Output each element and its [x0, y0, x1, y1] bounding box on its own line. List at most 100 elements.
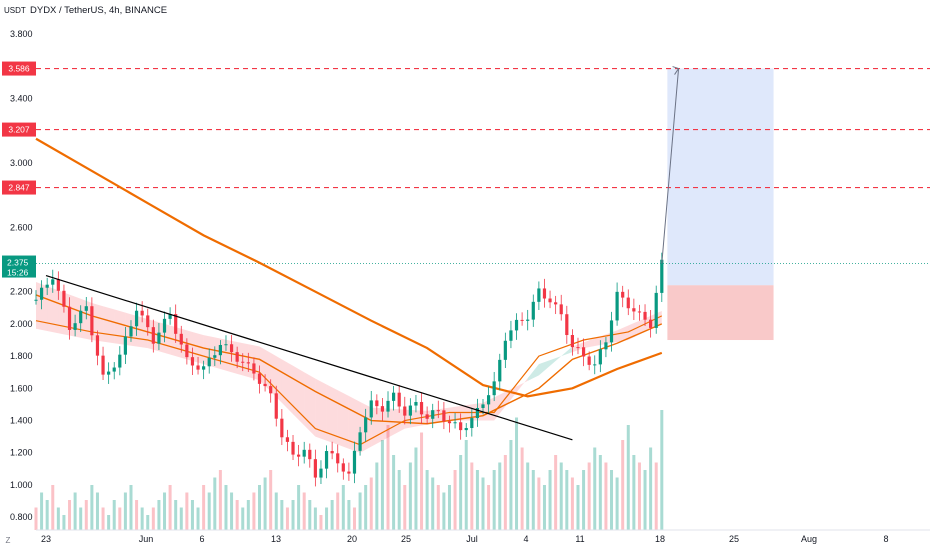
volume-bar [341, 485, 345, 530]
cloud-segment [103, 306, 115, 344]
cloud-segment [583, 338, 595, 349]
current-price-text: 2.375 [7, 258, 29, 268]
candle [615, 282, 619, 326]
candle [179, 325, 183, 353]
y-tick-label: 2.200 [10, 287, 33, 297]
current-price-tag [2, 255, 36, 278]
y-tick-label: 3.000 [10, 158, 33, 168]
volume-bar [453, 470, 457, 530]
cloud-segment [47, 286, 59, 334]
candle [45, 277, 49, 296]
timezone-icon[interactable]: Z [5, 536, 11, 545]
volume-bar [542, 485, 546, 530]
volume-bar [464, 440, 468, 530]
candle [263, 374, 267, 392]
y-tick-label: 0.800 [10, 512, 33, 522]
volume-bar [447, 485, 451, 530]
candle [229, 335, 234, 362]
volume-bar [302, 492, 306, 530]
projection-arrow[interactable] [661, 68, 680, 264]
candle [364, 408, 368, 442]
cloud-segment [315, 378, 327, 441]
level-price-tag [2, 180, 36, 195]
volume-bar [380, 440, 384, 530]
candle [213, 346, 217, 366]
candle [134, 302, 139, 336]
volume-bar [56, 507, 60, 530]
volume-bar [554, 455, 558, 530]
candle [419, 392, 424, 424]
candle [336, 444, 340, 473]
ichimoku-cloud [36, 282, 662, 453]
candle [643, 304, 647, 327]
volume-bar [442, 492, 446, 530]
volume-bar [475, 470, 479, 530]
volume-bar [503, 455, 507, 530]
candle [34, 290, 38, 305]
candle [313, 449, 317, 487]
volume-bar [291, 500, 295, 530]
trendline[interactable] [45, 275, 573, 441]
moving-average-line [35, 315, 663, 446]
candle [168, 307, 172, 325]
candle [291, 434, 295, 460]
candle [380, 398, 385, 421]
candle [162, 311, 167, 343]
candle [73, 314, 77, 337]
volume-bar [408, 462, 412, 530]
candle [319, 460, 323, 484]
cloud-segment [58, 290, 70, 336]
candle [280, 409, 284, 446]
candle [414, 395, 418, 413]
volume-bar [135, 500, 139, 530]
volume-bar [51, 485, 55, 530]
chart-title: DYDX / TetherUS, 4h, BINANCE [30, 5, 168, 16]
x-tick-label: 8 [883, 534, 888, 544]
level-price-text: 3.586 [8, 64, 30, 74]
y-tick-label: 1.000 [10, 480, 33, 490]
volume-bar [269, 470, 273, 530]
volume-bar [509, 440, 513, 530]
candle [503, 332, 507, 369]
candle [408, 398, 412, 425]
candle [196, 357, 200, 375]
candle [123, 327, 127, 364]
candle [453, 412, 457, 429]
time-axis[interactable]: 23 Jun 6 13 20 25 Jul 4 11 18 25 Aug 8 [36, 529, 930, 544]
volume-bar [570, 477, 574, 530]
cloud-segment [281, 359, 294, 415]
volume-bar [604, 462, 608, 530]
moving-average-line [35, 137, 663, 398]
arrow-head-icon [672, 66, 680, 75]
x-tick-label: Jul [466, 534, 478, 544]
candle [308, 443, 312, 468]
volume-bar [174, 500, 178, 530]
volume-bar [280, 500, 284, 530]
x-tick-label: 23 [41, 534, 51, 544]
x-tick-label: Aug [801, 534, 817, 544]
volume-bar [107, 515, 111, 530]
candle [581, 338, 586, 367]
y-tick-label: 2.600 [10, 222, 33, 232]
volume-bar [587, 462, 591, 530]
y-tick-label: 1.800 [10, 351, 33, 361]
candlesticks [34, 66, 680, 487]
volume-bar [79, 507, 83, 530]
volume-bar [498, 462, 502, 530]
volume-bar [224, 485, 228, 530]
profit-zone[interactable] [667, 68, 774, 286]
candle [101, 346, 105, 380]
candle [447, 415, 452, 433]
x-tick-label: 4 [523, 534, 528, 544]
loss-zone[interactable] [667, 285, 774, 341]
candle [470, 409, 474, 437]
price-axis[interactable]: 3.800 3.400 3.000 2.600 2.200 2.000 1.800 1.600… [2, 29, 36, 522]
candle [358, 426, 362, 456]
volume-bar [358, 492, 362, 530]
volume-bar [34, 507, 38, 530]
descending-trendline[interactable] [45, 275, 573, 441]
long-position-tool[interactable] [667, 68, 774, 341]
volume-bar [347, 500, 351, 530]
volume-bar [414, 447, 418, 530]
